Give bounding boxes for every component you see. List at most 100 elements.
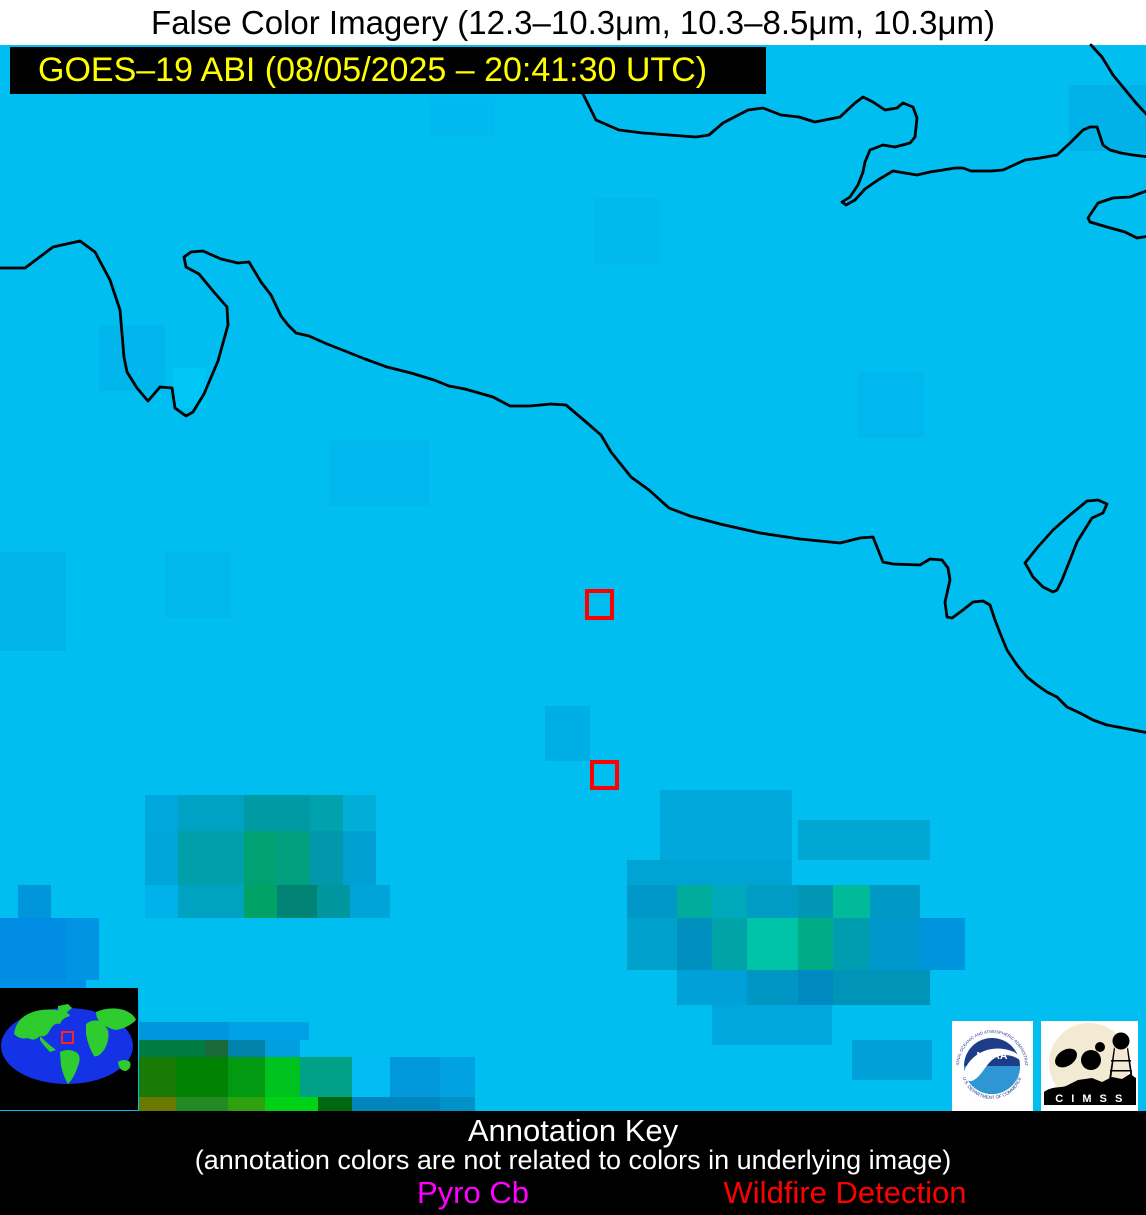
- satellite-pixel-patch: [310, 831, 343, 885]
- satellite-pixel-patch: [870, 885, 920, 918]
- satellite-pixel-patch: [920, 918, 965, 970]
- satellite-pixel-patch: [178, 795, 244, 831]
- satellite-pixel-patch: [178, 885, 244, 918]
- satellite-pixel-patch: [627, 860, 792, 885]
- satellite-pixel-patch: [352, 1057, 390, 1097]
- cimss-wordmark: C I M S S: [1055, 1093, 1125, 1105]
- satellite-pixel-patch: [228, 1057, 265, 1097]
- coastline-path: [1086, 189, 1146, 240]
- satellite-pixel-patch: [677, 970, 747, 1005]
- satellite-pixel-patch: [712, 885, 747, 918]
- satellite-pixel-patch: [747, 918, 798, 970]
- noaa-seagull-icon: [964, 1048, 1020, 1082]
- satellite-pixel-patch: [352, 1097, 440, 1111]
- satellite-timestamp-label: GOES–19 ABI (08/05/2025 – 20:41:30 UTC): [10, 47, 766, 94]
- satellite-pixel-patch: [265, 1040, 300, 1057]
- satellite-pixel-patch: [318, 1097, 352, 1111]
- noaa-wordmark: NOAA: [977, 1050, 1008, 1062]
- satellite-pixel-patch: [627, 885, 677, 918]
- wildfire-detection-marker: [590, 760, 619, 790]
- satellite-pixel-patch: [858, 372, 924, 438]
- annotation-key-subheading: (annotation colors are not related to co…: [194, 1145, 952, 1175]
- satellite-pixel-patch: [798, 820, 930, 860]
- satellite-pixel-patch: [229, 1022, 309, 1040]
- satellite-pixel-patch: [176, 1057, 228, 1097]
- satellite-pixel-patch: [244, 885, 277, 918]
- satellite-pixel-patch: [139, 1040, 205, 1057]
- satellite-pixel-patch: [265, 1057, 300, 1097]
- locator-map-continents: [14, 1004, 136, 1084]
- satellite-pixel-patch: [350, 885, 390, 918]
- small-dish-icon: [1095, 1042, 1105, 1052]
- locator-continent: [14, 1009, 70, 1040]
- satellite-pixel-patch: [145, 795, 178, 831]
- satellite-pixel-patch: [244, 795, 310, 831]
- wildfire-detection-marker: [585, 589, 614, 620]
- satellite-pixel-patch: [265, 1097, 318, 1111]
- satellite-pixel-patch: [277, 831, 310, 885]
- satellite-pixel-patch: [277, 885, 317, 918]
- satellite-pixel-patch: [870, 918, 920, 970]
- satellite-pixel-patch: [228, 1097, 265, 1111]
- satellite-pixel-patch: [165, 552, 231, 618]
- satellite-pixel-patch: [798, 970, 833, 1005]
- satellite-pixel-patch: [205, 1040, 228, 1057]
- satellite-pixel-patch: [145, 831, 178, 885]
- satellite-pixel-patches: [0, 85, 1146, 1111]
- annotation-key-items: Pyro Cb Wildfire Detection: [0, 1177, 1146, 1211]
- satellite-pixel-patch: [343, 795, 376, 831]
- satellite-dish-icon: [1055, 1048, 1077, 1068]
- satellite-pixel-patch: [330, 440, 429, 506]
- satellite-pixel-patch: [228, 1040, 265, 1057]
- satellite-pixel-patch: [712, 1005, 832, 1045]
- locator-region-marker: [61, 1031, 74, 1044]
- cimss-observatory-silhouette: [1044, 1032, 1136, 1105]
- coastline-path: [1023, 498, 1109, 594]
- page-title: False Color Imagery (12.3–10.3μm, 10.3–8…: [151, 4, 995, 41]
- coastline-path: [0, 239, 1146, 734]
- satellite-pixel-patch: [747, 885, 798, 918]
- satellite-pixel-patch: [176, 1097, 228, 1111]
- annotation-key-bar: Annotation Key (annotation colors are no…: [0, 1111, 1146, 1215]
- satellite-pixel-patch: [390, 1057, 440, 1097]
- satellite-pixel-patch: [66, 918, 99, 980]
- satellite-pixel-patch: [139, 1057, 176, 1097]
- satellite-pixel-patch: [145, 885, 178, 918]
- satellite-pixel-patch: [594, 198, 660, 264]
- satellite-pixel-patch: [798, 885, 833, 918]
- satellite-pixel-patch: [0, 918, 66, 980]
- satellite-pixel-patch: [677, 885, 712, 918]
- satellite-pixel-patch: [343, 831, 376, 885]
- satellite-pixel-patch: [178, 831, 244, 885]
- water-tower-icon: [1112, 1032, 1130, 1050]
- satellite-pixel-patch: [545, 706, 590, 761]
- coastline-path: [1089, 43, 1146, 116]
- locator-continent: [60, 1050, 80, 1084]
- locator-continent: [118, 1060, 131, 1071]
- satellite-pixel-patch: [429, 97, 495, 137]
- satellite-pixel-patch: [627, 918, 677, 970]
- satellite-pixel-patch: [1069, 85, 1146, 151]
- satellite-pixel-patch: [173, 368, 206, 408]
- hill-silhouette: [1044, 1074, 1136, 1105]
- legend-item-pyro-cb: Pyro Cb: [417, 1175, 529, 1210]
- coastline-path: [581, 92, 1146, 207]
- coastline-overlay: [0, 43, 1146, 734]
- cimss-logo: C I M S S: [1041, 1021, 1138, 1113]
- satellite-pixel-patch: [747, 970, 798, 1005]
- satellite-pixel-patch: [300, 1057, 352, 1097]
- satellite-pixel-patch: [833, 918, 870, 970]
- satellite-pixel-patch: [833, 970, 930, 1005]
- satellite-pixel-patch: [677, 918, 712, 970]
- satellite-pixel-patch: [139, 1022, 229, 1040]
- locator-continent: [40, 1036, 56, 1052]
- satellite-pixel-patch: [660, 790, 792, 860]
- satellite-pixel-patch: [244, 831, 277, 885]
- satellite-pixel-patch: [712, 918, 747, 970]
- satellite-pixel-patch: [317, 885, 350, 918]
- wildfire-detection-markers: [585, 589, 619, 790]
- satellite-pixel-patch: [440, 1097, 475, 1111]
- satellite-pixel-patch: [440, 1057, 475, 1097]
